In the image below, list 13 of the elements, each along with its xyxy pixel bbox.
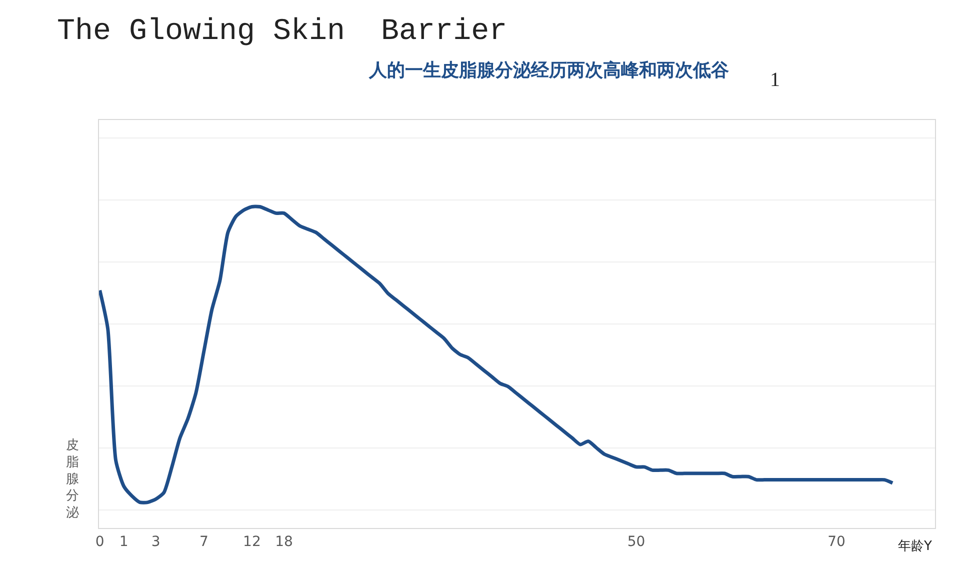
x-tick-label: 50 (627, 534, 646, 550)
x-tick-label: 7 (199, 534, 208, 550)
y-axis-title: 皮脂腺分泌 (66, 438, 79, 521)
x-tick-label: 3 (151, 534, 160, 550)
x-tick-label: 18 (275, 534, 293, 550)
x-tick-label: 1 (119, 534, 128, 550)
text: 1 (770, 69, 780, 91)
chart-title: The Glowing Skin Barrier (57, 15, 508, 49)
x-tick-label: 70 (828, 534, 846, 550)
x-axis-title: 年龄Y (898, 539, 932, 554)
chart-subtitle: 人的一生皮脂腺分泌经历两次高峰和两次低谷 (368, 60, 730, 81)
x-tick-label: 0 (95, 534, 104, 550)
x-tick-label: 12 (243, 534, 261, 550)
